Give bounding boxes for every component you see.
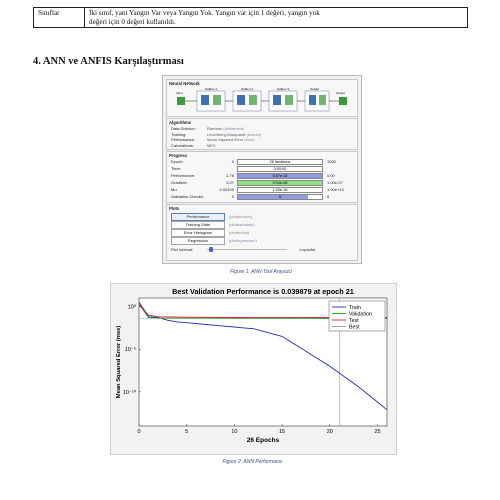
input-block-icon (177, 97, 185, 105)
section-title: 4. ANN ve ANFIS Karşılaştırması (33, 56, 184, 67)
progress-value-gradient: 9.04e-08 (272, 180, 288, 185)
performance-chart-frame: Best Validation Performance is 0.039879 … (110, 283, 397, 455)
progress-max-gradient: 1.00e-07 (327, 180, 343, 185)
x-tick-label: 5 (185, 429, 188, 435)
progress-min-validation-checks: 0 (231, 194, 234, 199)
diagram-label-hidden3: Hidden 3 (277, 87, 289, 91)
legend-box (328, 300, 386, 332)
x-tick-label: 10 (231, 429, 237, 435)
diagram-label-output-layer: Output (310, 87, 319, 91)
x-tick-label: 0 (137, 429, 140, 435)
progress-fill-performance (238, 173, 322, 179)
progress-bar-validation-checks: 5 (237, 193, 323, 201)
progress-bar-epoch: 26 iterations (237, 158, 323, 166)
algorithm-row-performance: Performance: Mean Squared Error (mse) (171, 137, 255, 142)
y-tick-label: 10⁰ (128, 304, 137, 311)
y-tick-label: 10⁻¹⁰ (123, 389, 137, 396)
progress-label-mu: Mu: (171, 187, 178, 192)
training-state-plot-button[interactable]: Training State (171, 221, 225, 229)
output-layer-block-icon (304, 90, 330, 112)
plot-interval-slider-handle[interactable] (209, 246, 213, 252)
progress-fill-epoch (238, 159, 322, 165)
progress-group: Progress Epoch: 0 26 iterations 1000 Time: 0:… (166, 151, 358, 203)
progress-max-epoch: 1000 (327, 159, 336, 164)
hidden3-block-icon (268, 90, 298, 112)
legend-label-validation: Validation (349, 312, 372, 318)
algorithms-title: Algorithms (169, 120, 192, 125)
plots-group: Plots Performance (plotperform) Training… (166, 204, 358, 261)
chart-title: Best Validation Performance is 0.039879 … (172, 287, 354, 296)
algorithm-row-calculations: Calculations: MEX (171, 142, 216, 148)
progress-bar-time: 0:00:00 (237, 165, 323, 173)
progress-label-gradient: Gradient: (171, 180, 188, 185)
performance-plot-fn: (plotperform) (229, 213, 252, 219)
hidden1-block-icon (196, 90, 226, 112)
x-tick-label: 20 (327, 429, 333, 435)
performance-plot-button[interactable]: Performance (171, 213, 225, 221)
classes-description-line2: değeri için 0 değeri kullanıldı. (89, 17, 176, 26)
error-histogram-plot-button[interactable]: Error Histogram (171, 229, 225, 237)
progress-min-mu: 0.00100 (219, 187, 234, 192)
diagram-label-hidden1: Hidden 1 (205, 87, 217, 91)
progress-value-mu: 1.00e-16 (272, 187, 288, 192)
error-histogram-plot-fn: (ploterrhist) (229, 229, 250, 235)
plot-interval-row: Plot Interval: (171, 247, 193, 252)
algorithms-group: Algorithms Data Division: Random (divider… (166, 118, 358, 150)
diagram-label-output: Output (336, 91, 345, 95)
performance-chart: Best Validation Performance is 0.039879 … (116, 287, 388, 444)
neural-network-title: Neural Network (169, 81, 200, 86)
x-axis-label: 26 Epochs (247, 437, 280, 444)
progress-fill-validation-checks (238, 194, 308, 200)
x-tick-label: 15 (279, 429, 285, 435)
progress-bar-performance: 5.87e-14 (237, 172, 323, 180)
progress-label-validation-checks: Validation Checks: (171, 194, 204, 199)
progress-fill-gradient (238, 180, 322, 186)
algorithm-row-training: Training: Levenberg-Marquardt (trainlm) (171, 131, 262, 137)
y-axis-label: Mean Squared Error (mse) (116, 326, 122, 399)
y-tick-label: 10⁻⁵ (125, 346, 136, 353)
legend-label-test: Test (349, 318, 359, 324)
progress-value-validation-checks: 5 (278, 194, 282, 199)
diagram-label-hidden2: Hidden 2 (241, 87, 253, 91)
neural-network-group: Neural Network (166, 79, 358, 117)
hidden2-block-icon (232, 90, 262, 112)
progress-max-mu: 1.00e+10 (327, 187, 344, 192)
regression-plot-button[interactable]: Regression (171, 237, 225, 245)
classes-table: Sınıflar İki sınıf, yani Yangın Var veya… (33, 7, 468, 28)
nntool-window: Neural Network (162, 75, 362, 264)
classes-description: İki sınıf, yani Yangın Var veya Yangın Y… (84, 7, 468, 28)
classes-label: Sınıflar (33, 7, 85, 28)
x-tick-label: 25 (374, 429, 380, 435)
legend-label-train: Train (349, 305, 361, 311)
network-diagram: Input Hidden 1 Hidden 2 Hidden 3 Output … (176, 87, 347, 112)
progress-max-performance: 0.00 (327, 173, 335, 178)
plots-title: Plots (169, 206, 180, 211)
training-state-plot-fn: (plottrainstate) (229, 221, 255, 227)
algorithm-row-data-division: Data Division: Random (dividerand) (171, 126, 245, 131)
figure2-caption: Figure 2: ANN Performansı (222, 459, 283, 465)
progress-value-epoch: 26 iterations (269, 159, 291, 164)
diagram-label-input: Input (176, 91, 183, 95)
progress-min-gradient: 3.07 (226, 180, 234, 185)
plot-interval-label: Plot Interval: (171, 247, 194, 252)
legend-label-best: Best (349, 325, 360, 331)
progress-label-time: Time: (171, 166, 181, 171)
progress-value-time: 0:00:00 (273, 166, 287, 171)
regression-plot-fn: (plotregression) (229, 237, 257, 243)
classes-description-line1: İki sınıf, yani Yangın Var veya Yangın Y… (89, 9, 320, 17)
progress-max-validation-checks: 6 (327, 194, 330, 199)
figure1-caption: Figure 1: ANN Tool Arayüzü (230, 269, 292, 275)
progress-value-performance: 5.87e-14 (272, 173, 288, 178)
progress-bar-gradient: 9.04e-08 (237, 179, 323, 187)
plot-interval-value: 1 epochs (299, 247, 316, 252)
progress-min-epoch: 0 (231, 159, 234, 164)
output-block-icon (339, 97, 347, 105)
progress-bar-mu: 1.00e-16 (237, 186, 323, 194)
plot-interval-track (207, 248, 287, 250)
series-line-train (138, 302, 388, 411)
progress-label-epoch: Epoch: (171, 159, 184, 164)
progress-min-performance: 1.76 (226, 173, 234, 178)
progress-title: Progress (169, 153, 188, 158)
progress-label-performance: Performance: (171, 173, 196, 178)
